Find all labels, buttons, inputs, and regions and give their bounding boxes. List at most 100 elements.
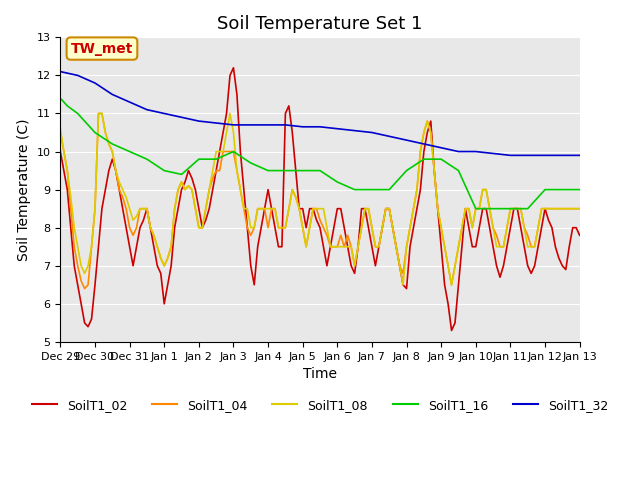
SoilT1_32 [247,122,255,128]
SoilT1_04 [247,232,255,238]
SoilT1_02 [243,225,251,230]
SoilT1_16 [420,156,428,162]
SoilT1_32 [299,124,307,130]
SoilT1_32 [454,149,462,155]
SoilT1_08 [95,110,102,116]
SoilT1_32 [316,124,324,130]
SoilT1_32 [472,149,479,155]
SoilT1_04 [576,206,584,212]
SoilT1_32 [403,137,410,143]
SoilT1_02 [389,225,397,230]
SoilT1_32 [91,80,99,86]
SoilT1_16 [576,187,584,192]
SoilT1_16 [559,187,566,192]
Legend: SoilT1_02, SoilT1_04, SoilT1_08, SoilT1_16, SoilT1_32: SoilT1_02, SoilT1_04, SoilT1_08, SoilT1_… [27,394,613,417]
SoilT1_16 [161,168,168,173]
SoilT1_08 [375,244,383,250]
SoilT1_32 [368,130,376,135]
SoilT1_16 [282,168,289,173]
SoilT1_16 [506,206,514,212]
SoilT1_16 [403,168,410,173]
X-axis label: Time: Time [303,367,337,381]
SoilT1_02 [572,225,580,230]
SoilT1_32 [524,153,532,158]
SoilT1_32 [212,120,220,126]
SoilT1_16 [56,96,64,101]
SoilT1_16 [333,179,341,185]
SoilT1_02 [424,130,431,135]
SoilT1_16 [454,168,462,173]
SoilT1_16 [524,206,532,212]
SoilT1_04 [427,130,435,135]
SoilT1_32 [489,151,497,156]
SoilT1_08 [389,225,397,230]
SoilT1_16 [178,171,186,177]
SoilT1_32 [559,153,566,158]
SoilT1_08 [572,206,580,212]
SoilT1_16 [316,168,324,173]
SoilT1_04 [316,217,324,223]
SoilT1_02 [230,65,237,71]
Y-axis label: Soil Temperature (C): Soil Temperature (C) [17,119,31,261]
SoilT1_16 [385,187,393,192]
SoilT1_02 [448,328,456,334]
SoilT1_32 [506,153,514,158]
Line: SoilT1_08: SoilT1_08 [60,113,580,285]
SoilT1_08 [399,282,407,288]
SoilT1_32 [143,107,151,112]
SoilT1_02 [313,217,321,223]
Title: Soil Temperature Set 1: Soil Temperature Set 1 [218,15,422,33]
SoilT1_32 [576,153,584,158]
Line: SoilT1_16: SoilT1_16 [60,98,580,209]
SoilT1_04 [81,286,88,291]
SoilT1_32 [230,122,237,128]
SoilT1_32 [264,122,272,128]
SoilT1_04 [95,110,102,116]
SoilT1_16 [264,168,272,173]
SoilT1_16 [299,168,307,173]
SoilT1_16 [91,130,99,135]
SoilT1_16 [230,149,237,155]
SoilT1_32 [195,118,203,124]
SoilT1_16 [74,110,81,116]
SoilT1_32 [333,126,341,132]
SoilT1_16 [368,187,376,192]
SoilT1_08 [427,130,435,135]
SoilT1_16 [437,156,445,162]
SoilT1_32 [108,92,116,97]
SoilT1_32 [385,133,393,139]
Line: SoilT1_32: SoilT1_32 [60,72,580,156]
SoilT1_16 [472,206,479,212]
SoilT1_04 [378,225,386,230]
SoilT1_02 [375,244,383,250]
SoilT1_08 [576,206,584,212]
SoilT1_16 [108,141,116,147]
SoilT1_32 [541,153,549,158]
SoilT1_08 [56,126,64,132]
SoilT1_32 [420,141,428,147]
SoilT1_32 [161,110,168,116]
Text: TW_met: TW_met [71,42,133,56]
SoilT1_02 [56,149,64,155]
SoilT1_04 [392,244,400,250]
SoilT1_16 [212,156,220,162]
SoilT1_16 [541,187,549,192]
SoilT1_16 [489,206,497,212]
SoilT1_32 [56,69,64,74]
SoilT1_16 [195,156,203,162]
SoilT1_16 [247,160,255,166]
SoilT1_32 [351,128,358,133]
SoilT1_32 [74,72,81,78]
Line: SoilT1_04: SoilT1_04 [60,113,580,288]
SoilT1_16 [143,156,151,162]
SoilT1_04 [56,130,64,135]
SoilT1_32 [437,145,445,151]
SoilT1_08 [313,206,321,212]
SoilT1_16 [63,103,71,109]
SoilT1_32 [126,99,134,105]
SoilT1_08 [243,206,251,212]
SoilT1_16 [126,149,134,155]
SoilT1_16 [351,187,358,192]
Line: SoilT1_02: SoilT1_02 [60,68,580,331]
SoilT1_02 [576,232,584,238]
